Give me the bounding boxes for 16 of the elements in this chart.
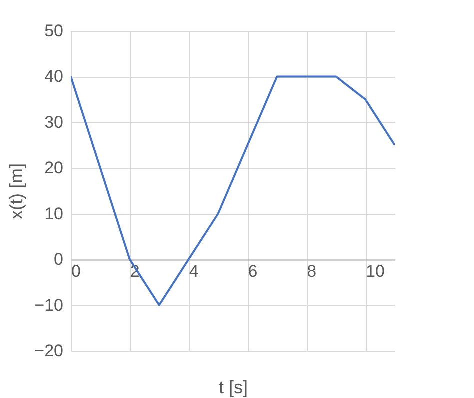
y-tick-label: 40: [44, 67, 64, 86]
y-tick-label: 0: [54, 250, 64, 270]
x-tick-label: 10: [366, 262, 385, 282]
x-tick-label: 6: [248, 262, 258, 282]
y-tick-label: −10: [34, 296, 64, 315]
y-tick-label: 10: [44, 204, 64, 224]
x-tick-label: 0: [72, 262, 81, 282]
x-tick-label: 8: [307, 262, 317, 282]
y-tick-label: 20: [44, 158, 64, 178]
y-tick-label: 50: [44, 22, 64, 40]
y-axis-title: x(t) [m]: [6, 164, 27, 220]
x-tick-label: 4: [189, 262, 199, 282]
y-tick-label: −20: [34, 342, 64, 360]
y-tick-label: 30: [44, 112, 64, 132]
x-axis-title: t [s]: [218, 378, 248, 398]
line-series: [71, 76, 395, 306]
